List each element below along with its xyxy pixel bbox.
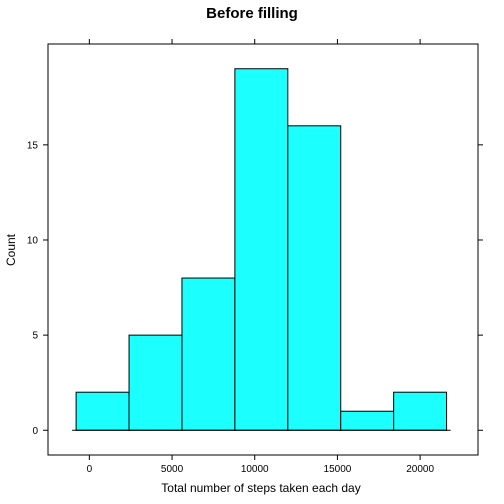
x-axis-label: Total number of steps taken each day bbox=[161, 481, 360, 495]
y-axis-label: Count bbox=[4, 233, 18, 266]
x-ticks-group: 0 5000 10000 15000 20000 bbox=[87, 39, 434, 475]
histogram-bar-1 bbox=[128, 334, 183, 431]
chart-title: Before filling bbox=[206, 5, 298, 22]
plot-panel bbox=[47, 43, 479, 456]
y-ticks-group: 0 5 10 15 bbox=[27, 140, 483, 437]
x-tick-label: 10000 bbox=[241, 464, 269, 475]
histogram-bar-6 bbox=[393, 391, 448, 431]
bars-group bbox=[75, 68, 448, 431]
y-tick-label: 10 bbox=[27, 235, 39, 246]
x-tick-label: 5000 bbox=[161, 464, 184, 475]
y-tick-label: 0 bbox=[32, 426, 38, 437]
histogram-bar-5 bbox=[340, 410, 395, 431]
y-tick-label: 15 bbox=[27, 140, 39, 151]
histogram-bar-0 bbox=[75, 391, 130, 431]
y-tick-label: 5 bbox=[32, 331, 38, 342]
histogram-bar-2 bbox=[181, 277, 236, 431]
x-tick-label: 0 bbox=[87, 464, 93, 475]
histogram-bar-3 bbox=[234, 68, 289, 431]
x-tick-label: 15000 bbox=[324, 464, 352, 475]
histogram-bar-4 bbox=[287, 125, 342, 431]
x-tick-label: 20000 bbox=[406, 464, 434, 475]
